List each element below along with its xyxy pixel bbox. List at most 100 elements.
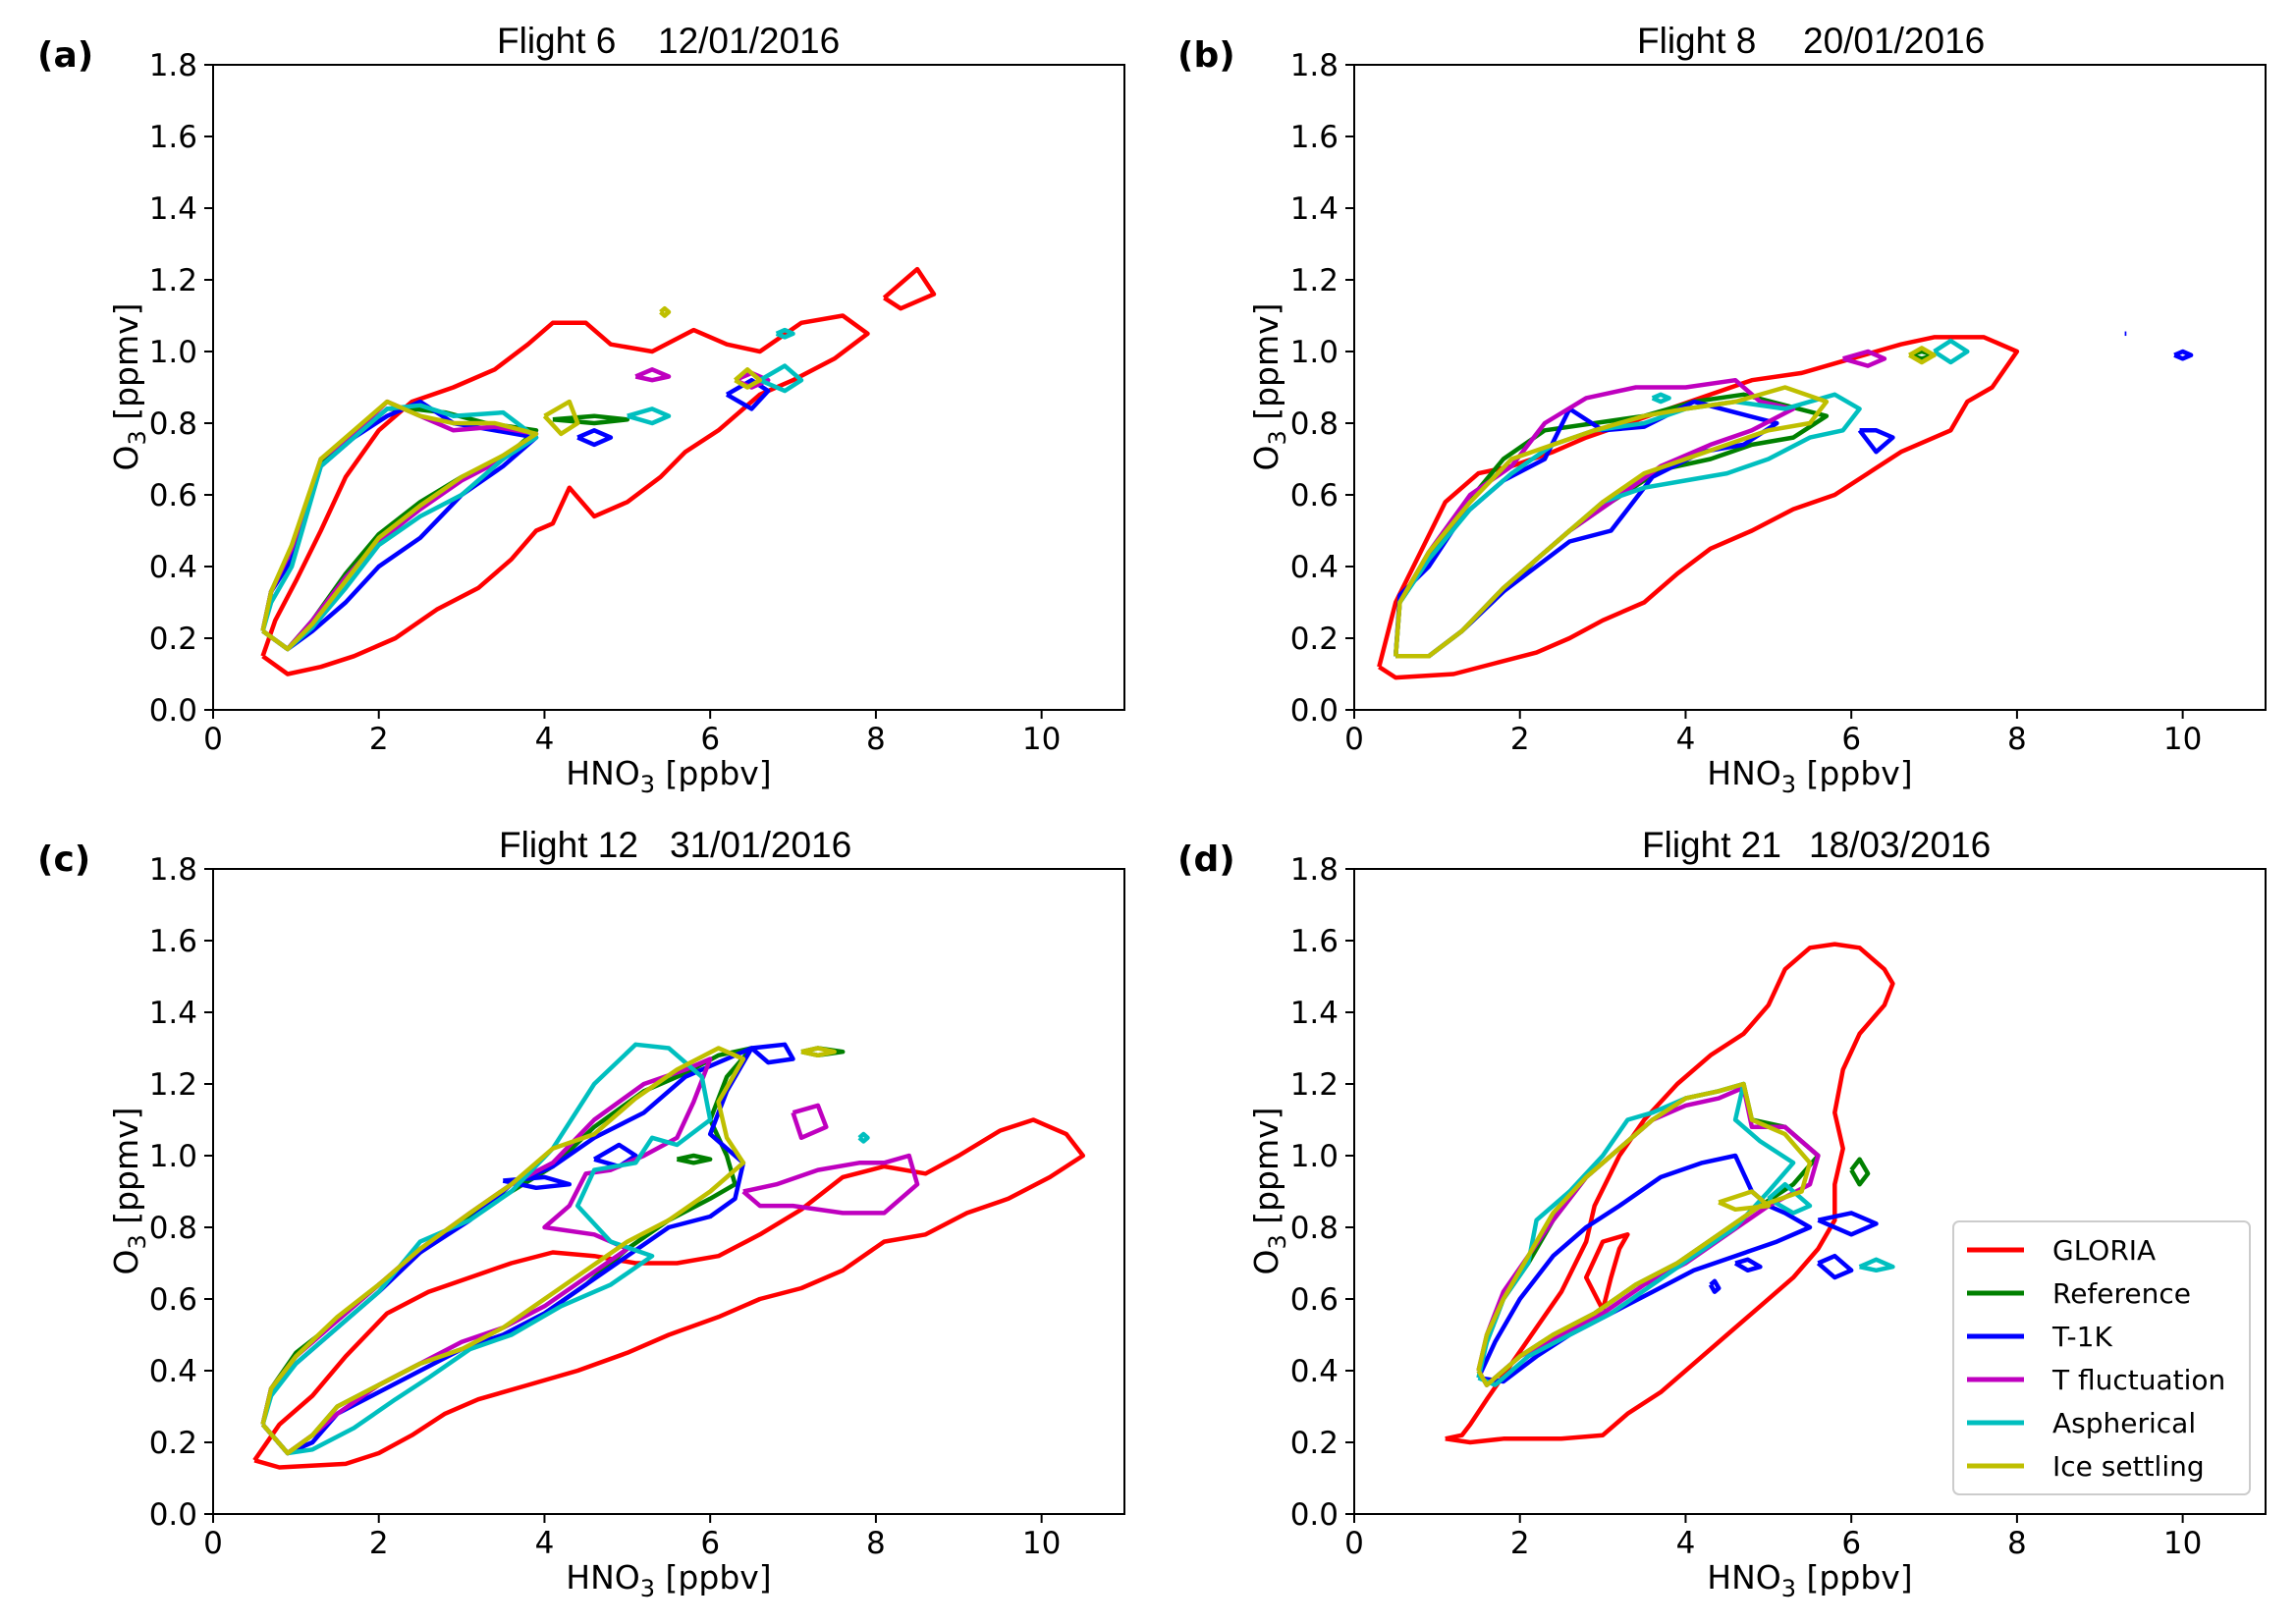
x-tick-label: 0 bbox=[203, 1526, 223, 1561]
series-contour-t-1k bbox=[260, 1046, 754, 1456]
x-axis-label: HNO3 [ppbv] bbox=[566, 1558, 771, 1602]
series-contour-aspherical bbox=[1651, 392, 1671, 405]
x-tick-label: 0 bbox=[203, 722, 223, 757]
panel-d: (d) Flight 21 18/03/2016 0 2 4 6 8 10 0.0 0.2 0.… bbox=[1177, 825, 2267, 1602]
y-tick-label: 1.4 bbox=[1290, 191, 1339, 227]
y-tick-label: 1.6 bbox=[1290, 924, 1339, 959]
x-tick-label: 10 bbox=[2163, 1526, 2202, 1561]
series-contour-t-1k bbox=[1857, 428, 1895, 455]
series-contour-aspherical bbox=[260, 403, 539, 652]
panel-label: (c) bbox=[37, 839, 90, 880]
y-tick-label: 1.8 bbox=[1290, 48, 1339, 83]
x-tick-label: 2 bbox=[369, 1526, 389, 1561]
series-lines bbox=[252, 1042, 1086, 1470]
series-contour-aspherical bbox=[758, 363, 804, 394]
series-contour-ice-settling bbox=[1718, 1189, 1772, 1213]
series-contour-aspherical bbox=[1858, 1257, 1895, 1273]
legend: GLORIA Reference T-1K T fluctuation Asph… bbox=[1952, 1220, 2251, 1495]
y-tick-label: 1.0 bbox=[149, 1139, 197, 1174]
x-tick-label: 0 bbox=[1344, 1526, 1364, 1561]
panel-label: (b) bbox=[1177, 35, 1235, 76]
series-contour-t-fluctuation bbox=[791, 1103, 829, 1141]
series-contour-aspherical bbox=[857, 1131, 870, 1144]
panel-c: (c) Flight 12 31/01/2016 0 2 4 6 8 10 0.0 0.2 0.… bbox=[37, 825, 1125, 1602]
legend-entry: Reference bbox=[1967, 1277, 2191, 1310]
chart-title-date: 20/01/2016 bbox=[1803, 21, 1985, 61]
series-contour-aspherical bbox=[775, 327, 795, 340]
series-contour-reference bbox=[1849, 1157, 1871, 1187]
series-contour-ice-settling bbox=[734, 367, 763, 390]
series-lines bbox=[1445, 942, 1895, 1445]
series-contour-t-fluctuation bbox=[634, 367, 672, 383]
y-tick-label: 0.4 bbox=[1290, 1354, 1339, 1389]
series-contour-ice-settling bbox=[260, 399, 539, 652]
series-contour-ice-settling bbox=[260, 1046, 746, 1456]
y-tick-label: 1.0 bbox=[1290, 1139, 1339, 1174]
series-contour-t-1k bbox=[1816, 1253, 1854, 1280]
y-axis-label: O3 [ppmv] bbox=[107, 302, 151, 470]
legend-label: Ice settling bbox=[2052, 1450, 2205, 1483]
legend-box bbox=[1952, 1220, 2251, 1495]
axes-frame bbox=[1353, 868, 2267, 1515]
y-tick-label: 1.4 bbox=[149, 191, 197, 227]
series-contour-aspherical bbox=[1933, 338, 1970, 365]
y-tick-label: 0.8 bbox=[149, 1211, 197, 1246]
legend-entry: Ice settling bbox=[1967, 1450, 2205, 1483]
x-axis-label: HNO3 [ppbv] bbox=[1707, 1558, 1912, 1602]
panel-b: (b) Flight 8 20/01/2016 0 2 4 6 8 10 0.0 0.2 0.4… bbox=[1177, 21, 2267, 798]
y-tick-label: 1.2 bbox=[1290, 1067, 1339, 1103]
series-lines bbox=[1377, 331, 2194, 680]
series-lines bbox=[260, 266, 937, 677]
chart-title-flight: Flight 6 bbox=[497, 21, 616, 61]
legend-entry: T fluctuation bbox=[1967, 1364, 2225, 1396]
legend-label: T-1K bbox=[2051, 1321, 2112, 1353]
chart-title-flight: Flight 12 bbox=[499, 825, 638, 865]
series-contour-t-fluctuation bbox=[741, 1153, 920, 1216]
axes-frame bbox=[212, 64, 1125, 711]
panel-label: (d) bbox=[1177, 839, 1235, 880]
x-tick-label: 2 bbox=[1510, 1526, 1530, 1561]
series-contour-aspherical bbox=[1767, 1181, 1813, 1216]
series-contour-ice-settling bbox=[1393, 385, 1830, 659]
y-tick-label: 1.2 bbox=[149, 263, 197, 298]
y-tick-label: 0.4 bbox=[149, 1354, 197, 1389]
series-contour-t-1k bbox=[749, 1042, 795, 1065]
series-contour-aspherical bbox=[1476, 1081, 1796, 1387]
x-tick-label: 10 bbox=[2163, 722, 2202, 757]
series-contour-reference bbox=[552, 413, 630, 426]
x-tick-label: 2 bbox=[369, 722, 389, 757]
series-contour-ice-settling bbox=[1908, 346, 1937, 365]
x-tick-label: 0 bbox=[1344, 722, 1364, 757]
series-contour-t-1k bbox=[2173, 349, 2194, 361]
x-tick-label: 8 bbox=[2007, 1526, 2027, 1561]
x-tick-label: 4 bbox=[1676, 1526, 1696, 1561]
y-tick-label: 0.4 bbox=[149, 550, 197, 585]
axes-frame bbox=[212, 868, 1125, 1515]
y-axis-label: O3 [ppmv] bbox=[107, 1107, 151, 1274]
y-tick-label: 0.0 bbox=[1290, 693, 1339, 729]
x-tick-label: 6 bbox=[1841, 722, 1861, 757]
y-tick-label: 0.2 bbox=[149, 1426, 197, 1461]
series-contour-reference bbox=[676, 1153, 713, 1165]
y-tick-label: 0.6 bbox=[149, 478, 197, 514]
series-contour-ice-settling bbox=[1476, 1081, 1813, 1387]
x-tick-label: 4 bbox=[1676, 722, 1696, 757]
y-tick-label: 0.4 bbox=[1290, 550, 1339, 585]
y-tick-label: 0.0 bbox=[1290, 1497, 1339, 1533]
y-tick-label: 0.8 bbox=[149, 406, 197, 442]
plot-area: 0 2 4 6 8 10 0.0 0.2 0.4 0.6 0.8 1.0 1.2 1.4 1.6 1.8 bbox=[149, 852, 1125, 1561]
chart-title-flight: Flight 21 bbox=[1642, 825, 1781, 865]
y-tick-label: 1.4 bbox=[1290, 996, 1339, 1031]
series-contour-t-1k bbox=[1817, 1211, 1879, 1237]
legend-label: Aspherical bbox=[2052, 1407, 2196, 1439]
legend-entry: T-1K bbox=[1967, 1321, 2112, 1353]
y-tick-label: 1.8 bbox=[149, 48, 197, 83]
y-tick-label: 1.8 bbox=[149, 852, 197, 888]
x-tick-label: 2 bbox=[1510, 722, 1530, 757]
legend-label: GLORIA bbox=[2052, 1234, 2156, 1267]
y-tick-label: 0.2 bbox=[1290, 622, 1339, 657]
legend-entry: GLORIA bbox=[1967, 1234, 2156, 1267]
y-tick-label: 1.4 bbox=[149, 996, 197, 1031]
chart-title-date: 31/01/2016 bbox=[670, 825, 851, 865]
